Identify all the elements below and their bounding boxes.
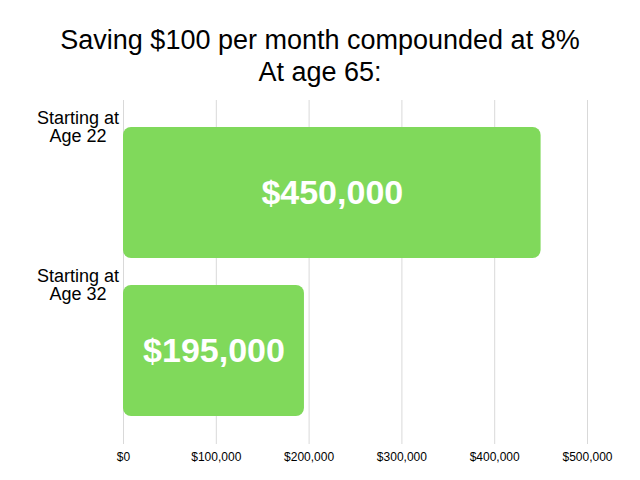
svg-text:Starting atAge 32: Starting atAge 32 bbox=[37, 266, 119, 304]
html-text:Saving $100 per month compound: Saving $100 per month compounded at 8% bbox=[60, 25, 580, 55]
svg-text:$500,000: $500,000 bbox=[562, 450, 612, 464]
svg-text:$100,000: $100,000 bbox=[191, 450, 241, 464]
svg-text:$0: $0 bbox=[117, 450, 131, 464]
svg-text:$200,000: $200,000 bbox=[284, 450, 334, 464]
html-text:At age 65:: At age 65: bbox=[258, 57, 382, 87]
svg-text:$450,000: $450,000 bbox=[261, 173, 403, 211]
svg-text:Starting atAge 22: Starting atAge 22 bbox=[37, 108, 119, 146]
svg-text:$400,000: $400,000 bbox=[470, 450, 520, 464]
svg-text:$300,000: $300,000 bbox=[377, 450, 427, 464]
svg-text:$195,000: $195,000 bbox=[143, 331, 285, 369]
